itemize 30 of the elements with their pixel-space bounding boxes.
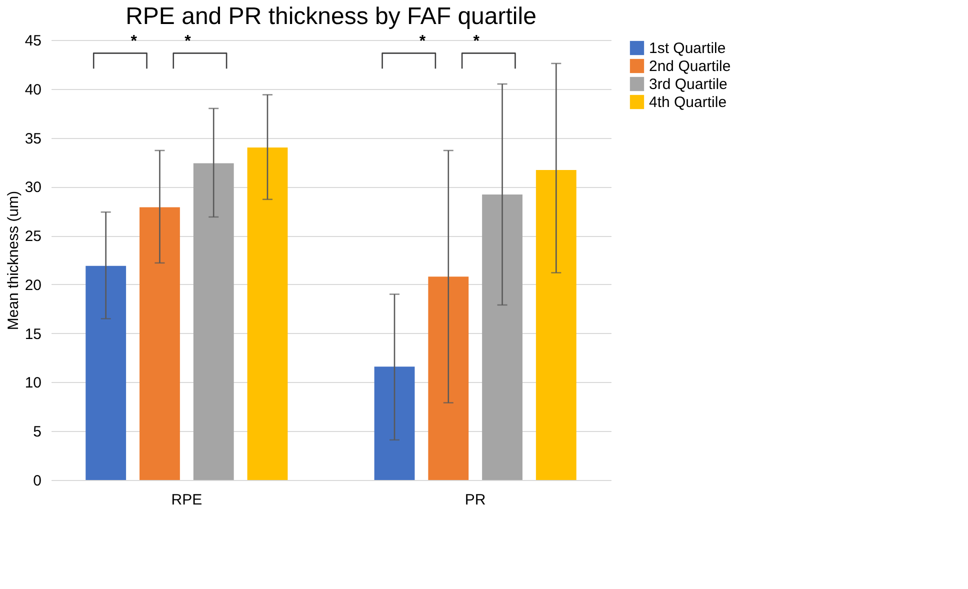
y-tick-label: 25 xyxy=(24,228,42,246)
legend-label: 4th Quartile xyxy=(649,94,727,111)
bar xyxy=(482,194,522,480)
annotation: * xyxy=(473,33,480,50)
annotation: * xyxy=(184,33,192,50)
legend-label: 3rd Quartile xyxy=(649,76,728,93)
bar xyxy=(86,266,126,480)
bar xyxy=(140,207,180,480)
x-tick-label: RPE xyxy=(171,492,202,508)
annotation: * xyxy=(130,33,138,50)
y-tick-label: 5 xyxy=(33,424,42,441)
annotation: * xyxy=(419,33,426,50)
y-axis-title: Mean thickness (um) xyxy=(4,190,22,330)
bar xyxy=(536,170,576,480)
y-tick-label: 0 xyxy=(33,472,42,490)
legend-label: 2nd Quartile xyxy=(649,58,731,75)
y-tick-label: 10 xyxy=(24,374,42,392)
y-tick-label: 15 xyxy=(24,326,42,343)
x-tick-label: PR xyxy=(464,492,486,508)
bar xyxy=(247,148,288,480)
bar xyxy=(374,366,415,480)
y-tick-label: 30 xyxy=(24,179,42,196)
y-tick-label: 45 xyxy=(24,32,42,50)
y-tick-label: 40 xyxy=(24,81,42,98)
legend-label: 1st Quartile xyxy=(649,40,726,57)
y-tick-label: 20 xyxy=(24,276,42,294)
bar xyxy=(428,276,469,480)
bar xyxy=(193,163,234,480)
y-tick-label: 35 xyxy=(24,130,42,148)
chart-title: RPE and PR thickness by FAF quartile xyxy=(126,3,536,30)
